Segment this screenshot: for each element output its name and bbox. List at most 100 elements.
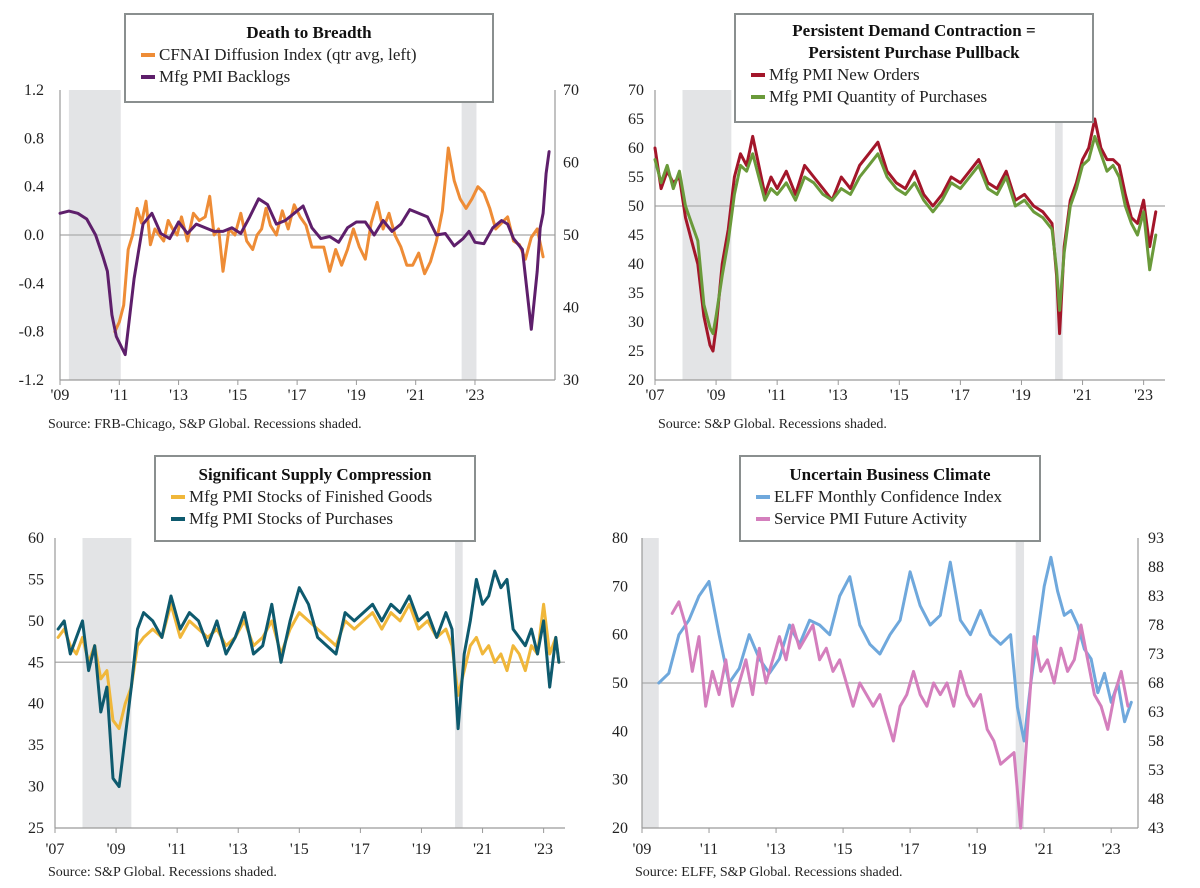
legend-label: Service PMI Future Activity xyxy=(774,509,968,528)
legend-label: CFNAI Diffusion Index (qtr avg, left) xyxy=(159,45,416,64)
x-tick-label: '09 xyxy=(107,841,126,858)
legend-box xyxy=(739,455,1041,542)
chart-title: Death to Breadth xyxy=(246,23,372,42)
source-note: Source: ELFF, S&P Global. Recessions sha… xyxy=(635,865,902,880)
left-tick-label: 70 xyxy=(628,82,644,99)
right-tick-label: 68 xyxy=(1148,675,1164,692)
plot-area: 25 30 35 40 45 50 55 60 '07 '09 '11 '13 '15 '17 '19 '21… xyxy=(28,455,565,858)
left-tick-label: 50 xyxy=(28,613,44,630)
x-tick-label: '15 xyxy=(290,841,309,858)
x-tick-label: '09 xyxy=(51,387,70,404)
left-tick-label: 30 xyxy=(28,779,44,796)
left-tick-label: 25 xyxy=(628,343,644,360)
left-tick-label: 20 xyxy=(612,820,628,837)
series-line xyxy=(653,134,1158,336)
right-tick-label: 58 xyxy=(1148,733,1164,750)
source-note: Source: S&P Global. Recessions shaded. xyxy=(658,417,887,432)
x-tick-label: '07 xyxy=(646,387,665,404)
left-tick-label: 50 xyxy=(612,675,628,692)
right-tick-label: 88 xyxy=(1148,559,1164,576)
left-tick-label: 0.0 xyxy=(24,227,44,244)
left-tick-label: 40 xyxy=(628,256,644,273)
x-tick-label: '11 xyxy=(110,387,128,404)
x-tick-label: '11 xyxy=(700,841,718,858)
right-tick-label: 60 xyxy=(563,155,579,172)
x-tick-label: '23 xyxy=(466,387,485,404)
legend-label: Mfg PMI New Orders xyxy=(769,65,920,84)
chart-title: Persistent Demand Contraction = xyxy=(792,21,1035,40)
right-tick-label: 73 xyxy=(1148,646,1164,663)
x-tick-label: '09 xyxy=(707,387,726,404)
source-note: Source: FRB-Chicago, S&P Global. Recessi… xyxy=(48,417,362,432)
x-tick-label: '15 xyxy=(890,387,909,404)
right-tick-label: 30 xyxy=(563,372,579,389)
left-tick-label: -1.2 xyxy=(19,372,44,389)
left-tick-label: 20 xyxy=(628,372,644,389)
x-tick-label: '17 xyxy=(901,841,920,858)
x-tick-label: '23 xyxy=(1102,841,1121,858)
legend-box xyxy=(734,13,1094,123)
left-tick-label: 70 xyxy=(612,578,628,595)
left-tick-label: 50 xyxy=(628,198,644,215)
left-tick-label: 40 xyxy=(28,696,44,713)
left-tick-label: 35 xyxy=(628,285,644,302)
chart-title: Persistent Purchase Pullback xyxy=(808,43,1020,62)
legend-label: Mfg PMI Stocks of Purchases xyxy=(189,509,393,528)
left-tick-label: 25 xyxy=(28,820,44,837)
x-tick-label: '11 xyxy=(168,841,186,858)
left-tick-label: 0.4 xyxy=(24,179,44,196)
x-tick-label: '21 xyxy=(1073,387,1092,404)
left-tick-label: 30 xyxy=(628,314,644,331)
x-tick-label: '07 xyxy=(46,841,65,858)
series-line xyxy=(113,146,545,334)
x-tick-label: '11 xyxy=(768,387,786,404)
legend-box xyxy=(154,455,476,542)
x-tick-label: '17 xyxy=(951,387,970,404)
plot-area: 20 25 30 35 40 45 50 55 60 65 70 '07 '09 '11 '13 '15 '17… xyxy=(628,13,1165,404)
legend-label: Mfg PMI Quantity of Purchases xyxy=(769,87,987,106)
chart-persistent-demand: 20 25 30 35 40 45 50 55 60 65 70 '07 '09 '11 '13 '15 '17… xyxy=(628,13,1165,432)
x-tick-label: '13 xyxy=(829,387,848,404)
x-tick-label: '09 xyxy=(633,841,652,858)
left-tick-label: 40 xyxy=(612,723,628,740)
x-tick-label: '15 xyxy=(228,387,247,404)
chart-business-climate: 20 30 40 50 60 70 80 43 48 53 58 63 68 73 78 83 88 93 '09 '… xyxy=(612,455,1164,880)
legend-label: ELFF Monthly Confidence Index xyxy=(774,487,1003,506)
series-line xyxy=(670,600,1130,830)
legend-label: Mfg PMI Backlogs xyxy=(159,67,290,86)
left-tick-label: -0.4 xyxy=(19,275,44,292)
left-tick-label: -0.8 xyxy=(19,324,44,341)
right-tick-label: 43 xyxy=(1148,820,1164,837)
series-line xyxy=(56,602,561,731)
left-tick-label: 60 xyxy=(28,530,44,547)
left-tick-label: 60 xyxy=(612,627,628,644)
x-tick-label: '15 xyxy=(834,841,853,858)
right-tick-label: 70 xyxy=(563,82,579,99)
left-tick-label: 0.8 xyxy=(24,130,44,147)
x-tick-label: '19 xyxy=(1012,387,1031,404)
left-tick-label: 80 xyxy=(612,530,628,547)
left-tick-label: 55 xyxy=(628,169,644,186)
x-tick-label: '23 xyxy=(1134,387,1153,404)
left-tick-label: 55 xyxy=(28,571,44,588)
left-tick-label: 35 xyxy=(28,737,44,754)
x-tick-label: '17 xyxy=(288,387,307,404)
x-tick-label: '21 xyxy=(406,387,425,404)
plot-area: 20 30 40 50 60 70 80 43 48 53 58 63 68 73 78 83 88 93 '09 '… xyxy=(612,455,1164,858)
chart-title: Significant Supply Compression xyxy=(198,465,432,484)
x-tick-label: '19 xyxy=(347,387,366,404)
x-tick-label: '23 xyxy=(534,841,553,858)
right-tick-label: 63 xyxy=(1148,704,1164,721)
chart-death-to-breadth: -1.2 -0.8 -0.4 0.0 0.4 0.8 1.2 30 40 50 60 70 '09 '11… xyxy=(19,13,579,432)
right-tick-label: 93 xyxy=(1148,530,1164,547)
x-tick-label: '21 xyxy=(473,841,492,858)
left-tick-label: 65 xyxy=(628,111,644,128)
chart-title: Uncertain Business Climate xyxy=(789,465,991,484)
right-tick-label: 53 xyxy=(1148,762,1164,779)
right-tick-label: 83 xyxy=(1148,588,1164,605)
series-line xyxy=(56,569,561,789)
legend-box xyxy=(124,13,494,103)
recession-band xyxy=(455,538,463,828)
right-tick-label: 40 xyxy=(563,300,579,317)
x-tick-label: '13 xyxy=(169,387,188,404)
